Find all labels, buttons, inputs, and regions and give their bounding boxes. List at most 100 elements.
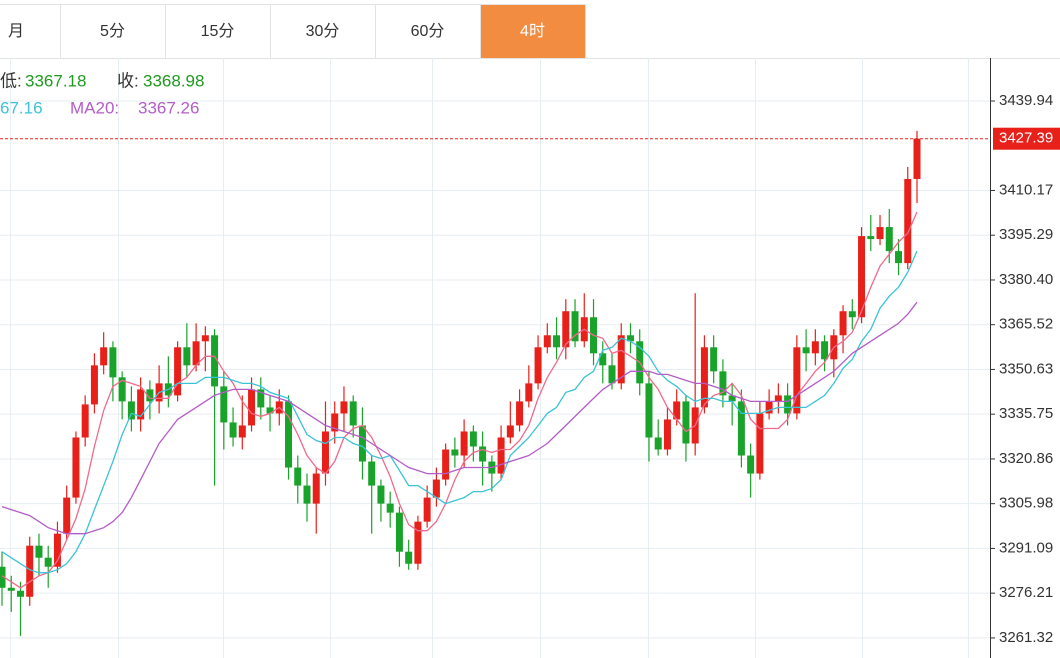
candle-body	[904, 178, 912, 264]
candle-body	[100, 347, 108, 366]
candle-body	[285, 401, 293, 468]
candle-body	[174, 347, 182, 396]
y-tick-label: 3439.94	[999, 92, 1053, 109]
candle-body	[35, 545, 43, 558]
tab[interactable]	[0, 4, 61, 59]
candle-body	[756, 413, 764, 474]
last-price-label: 3427.39	[999, 130, 1053, 147]
candle-body	[321, 431, 329, 474]
candle-body	[248, 389, 256, 426]
last-price-box	[993, 127, 1060, 150]
candle-body	[331, 413, 339, 432]
candle-body	[386, 503, 394, 513]
tab[interactable]	[60, 4, 166, 59]
y-tick-label: 3291.09	[999, 539, 1053, 556]
info-ma20-value: 3367.26	[138, 98, 199, 117]
candle-body	[349, 401, 357, 426]
y-tick-label: 3276.21	[999, 584, 1053, 601]
candle-body	[63, 497, 71, 534]
candle-body	[229, 422, 237, 438]
candle-body	[7, 587, 15, 591]
candle-body	[211, 335, 219, 387]
candle-body	[913, 138, 921, 179]
candle-body	[543, 335, 551, 348]
candle-body	[81, 404, 89, 438]
candle-body	[525, 383, 533, 402]
candle-body	[876, 227, 884, 240]
candle-body	[774, 395, 782, 402]
candle-body	[553, 335, 561, 348]
ma-line	[1, 301, 918, 535]
candle-body	[460, 431, 468, 456]
y-tick-label: 3350.63	[999, 360, 1053, 377]
candle-body	[109, 347, 117, 378]
candle-body	[266, 407, 274, 414]
info-ma-value: 67.16	[0, 98, 43, 117]
candle-body	[747, 455, 755, 474]
candle-body	[90, 365, 98, 405]
candle-body	[294, 467, 302, 486]
candle-body	[784, 395, 792, 414]
ma-line	[1, 250, 918, 574]
candle-body	[673, 401, 681, 420]
candle-body	[506, 425, 514, 438]
y-tick-label: 3335.75	[999, 405, 1053, 422]
candle-body	[146, 389, 154, 402]
candle-body	[377, 485, 385, 504]
y-tick-label: 3380.40	[999, 271, 1053, 288]
candle-body	[719, 371, 727, 396]
y-tick-label: 3365.52	[999, 316, 1053, 333]
tab[interactable]	[165, 4, 271, 59]
candle-body	[238, 425, 246, 438]
candle-body	[599, 353, 607, 366]
candle-body	[858, 236, 866, 318]
tab-label[interactable]: 月	[8, 23, 24, 40]
info-close-label: 收:	[117, 71, 139, 90]
candle-body	[44, 557, 52, 567]
tab-label[interactable]: 5分	[100, 22, 125, 40]
candle-body	[442, 449, 450, 480]
y-tick-label: 3261.32	[999, 629, 1053, 646]
candle-body	[0, 566, 6, 588]
candle-body	[340, 401, 348, 414]
candle-body	[72, 437, 80, 498]
candle-body	[571, 311, 579, 342]
candle-body	[608, 365, 616, 384]
candle-body	[451, 449, 459, 456]
candle-body	[617, 335, 625, 384]
candle-body	[118, 377, 126, 402]
candle-body	[469, 431, 477, 447]
info-low-label: 低:	[0, 71, 22, 90]
tab-label[interactable]: 4时	[520, 22, 545, 40]
y-tick-label: 3305.98	[999, 495, 1053, 512]
candle-body	[192, 341, 200, 366]
candle-body	[562, 311, 570, 348]
candle-body	[220, 386, 228, 423]
candle-body	[534, 347, 542, 384]
candle-body	[645, 383, 653, 438]
candle-body	[405, 551, 413, 564]
candle-body	[127, 401, 135, 420]
plot: 3261.32 3276.21 3291.09 3305.98 3320.86 3335.…	[0, 58, 1060, 658]
tab-bar: 月 5分 15分 30分 60分 4时	[0, 4, 586, 59]
tab[interactable]	[480, 4, 586, 59]
y-tick-label: 3320.86	[999, 450, 1053, 467]
candle-body	[497, 437, 505, 474]
tab-label[interactable]: 60分	[411, 22, 445, 40]
candle-body	[183, 347, 191, 366]
candle-body	[53, 533, 61, 567]
tab-label[interactable]: 30分	[306, 22, 340, 40]
candle-body	[432, 479, 440, 498]
candle-body	[358, 425, 366, 462]
tab-label[interactable]: 15分	[201, 22, 235, 40]
candle-body	[414, 521, 422, 564]
y-tick-label: 3395.29	[999, 226, 1053, 243]
candle-body	[479, 446, 487, 462]
candle-body	[793, 347, 801, 414]
candle-body	[737, 401, 745, 456]
y-tick-label: 3410.17	[999, 181, 1053, 198]
candle-body	[257, 389, 265, 408]
candle-body	[516, 401, 524, 426]
